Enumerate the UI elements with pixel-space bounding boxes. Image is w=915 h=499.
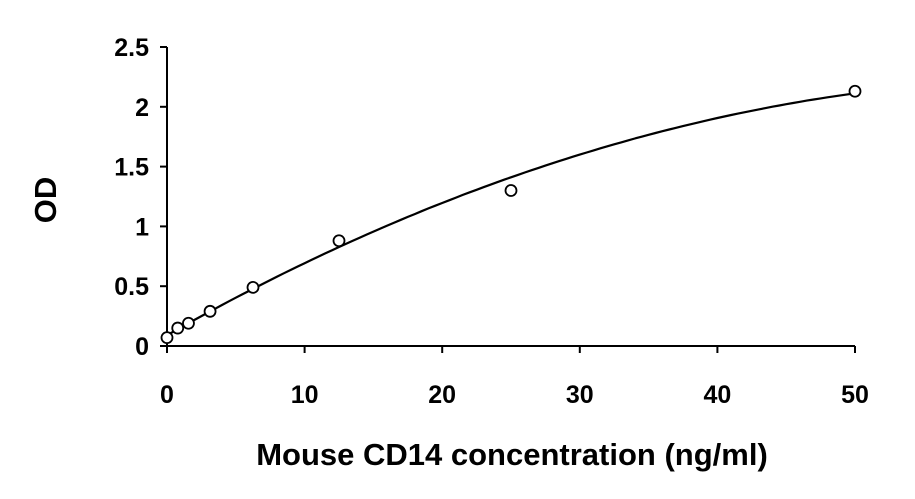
x-tick-label: 20 — [428, 381, 456, 409]
x-axis-title: Mouse CD14 concentration (ng/ml) — [256, 437, 768, 472]
y-ticks: 0 0.5 1 1.5 2 2.5 — [114, 34, 167, 361]
x-tick-label: 50 — [841, 381, 869, 409]
data-point — [332, 234, 346, 248]
data-point — [246, 280, 260, 294]
data-point — [171, 321, 185, 335]
y-tick-label: 1 — [135, 213, 149, 241]
x-ticks: 0 10 20 30 40 50 — [160, 346, 869, 409]
x-tick-label: 0 — [160, 381, 174, 409]
y-tick-label: 1.5 — [114, 154, 149, 182]
y-tick-label: 2.5 — [114, 34, 149, 62]
data-point — [504, 184, 518, 197]
data-point — [203, 304, 217, 318]
fit-curve — [166, 92, 856, 337]
y-axis-title: OD — [28, 177, 63, 224]
y-tick-label: 0.5 — [114, 273, 149, 301]
y-tick-label: 0 — [135, 333, 149, 361]
data-point — [848, 84, 862, 98]
y-tick-label: 2 — [135, 94, 149, 122]
data-point — [182, 316, 195, 330]
data-points — [160, 84, 862, 345]
x-tick-label: 40 — [703, 381, 731, 409]
data-point — [160, 331, 174, 345]
x-tick-label: 10 — [291, 381, 319, 409]
x-tick-label: 30 — [566, 381, 594, 409]
